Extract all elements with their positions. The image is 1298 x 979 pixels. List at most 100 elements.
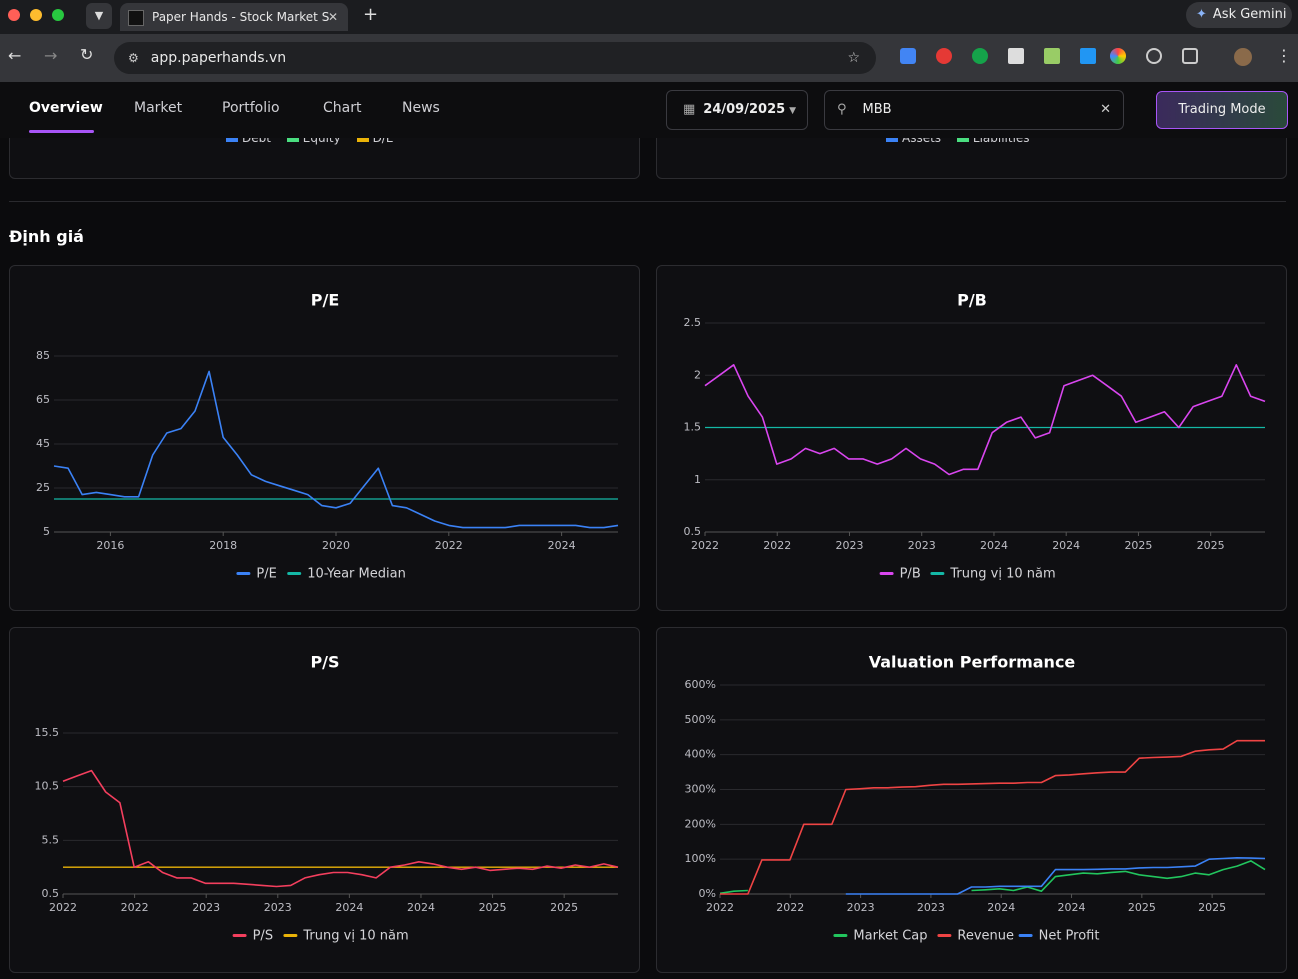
minimize-window[interactable] [30, 9, 42, 21]
reload-button[interactable]: ↻ [80, 45, 94, 64]
y-tick-label: 100% [685, 852, 716, 865]
x-tick-label: 2023 [917, 901, 945, 914]
legend-label: Trung vị 10 năm [302, 929, 408, 944]
legend-swatch [356, 134, 369, 142]
y-tick-label: 2.5 [684, 316, 702, 329]
x-tick-label: 2020 [322, 539, 350, 552]
zoom-window[interactable] [52, 9, 64, 21]
nav-tab[interactable]: Chart [323, 100, 362, 116]
ask-gemini[interactable]: ✦ Ask Gemini [1186, 2, 1292, 28]
x-tick-label: 2025 [550, 901, 578, 914]
legend-swatch [226, 134, 238, 142]
x-tick-label: 2025 [1124, 539, 1152, 552]
section-title: Định giá [9, 227, 84, 246]
x-tick-label: 2024 [1058, 901, 1086, 914]
x-tick-label: 2024 [407, 901, 435, 914]
address-bar[interactable]: ⚙ app.paperhands.vn ☆ [114, 42, 876, 74]
x-tick-label: 2022 [776, 901, 804, 914]
trading-mode-button[interactable]: Trading Mode [1156, 91, 1288, 129]
y-tick-label: 0.5 [42, 887, 60, 900]
date-picker[interactable]: ▦ 24/09/2025 ▼ [666, 90, 808, 130]
series-line [720, 739, 1265, 895]
nav-tab[interactable]: Market [134, 100, 183, 116]
x-tick-label: 2023 [847, 901, 875, 914]
y-tick-label: 0.5 [684, 525, 702, 538]
legend-swatch [232, 934, 247, 937]
legend-swatch [833, 934, 848, 937]
search-box[interactable]: ⚲ MBB ✕ [824, 90, 1124, 130]
series-line [704, 364, 1266, 476]
y-tick-label: 300% [685, 783, 716, 796]
y-tick-label: 65 [36, 393, 50, 406]
tab-title: Paper Hands - Stock Market S [152, 10, 330, 24]
x-tick-label: 2023 [264, 901, 292, 914]
legend-label: P/E [256, 567, 276, 582]
series-line [845, 857, 1266, 895]
search-text: MBB [862, 102, 892, 117]
y-tick-label: 5 [43, 525, 50, 538]
y-tick-label: 2 [694, 368, 701, 381]
close-tab[interactable]: ✕ [327, 10, 338, 24]
legend-label: 10-Year Median [307, 567, 406, 582]
new-tab[interactable]: + [363, 4, 379, 25]
x-tick-label: 2024 [548, 539, 576, 552]
forward-button[interactable]: → [44, 46, 58, 65]
x-tick-label: 2024 [980, 539, 1008, 552]
y-tick-label: 85 [36, 349, 50, 362]
x-tick-label: 2023 [835, 539, 863, 552]
legend-label: P/S [253, 929, 273, 944]
url: app.paperhands.vn [150, 50, 287, 66]
nav-tab[interactable]: Portfolio [222, 100, 280, 116]
chart-card: P/B 0.5 1 1.5 2 2.5 2022 2022 2023 2023 2024 2024 20… [656, 265, 1287, 611]
y-tick-label: 1.5 [684, 421, 702, 434]
favicon [128, 9, 144, 26]
x-tick-label: 2023 [192, 901, 220, 914]
legend-label: Net Profit [1039, 929, 1100, 944]
x-tick-label: 2024 [1052, 539, 1080, 552]
x-tick-label: 2022 [763, 539, 791, 552]
y-tick-label: 45 [36, 437, 50, 450]
chart-card: P/E 5 25 45 65 85 2016 2018 2020 2022 2024 P/E 10-Ye… [9, 265, 640, 611]
date-text: 24/09/2025 [703, 102, 786, 117]
x-tick-label: 2024 [335, 901, 363, 914]
x-tick-label: 2025 [1197, 539, 1225, 552]
tab-strip: ▼ Paper Hands - Stock Market S ✕ + ✦ Ask G… [0, 0, 1298, 34]
legend-swatch [283, 934, 298, 937]
legend-swatch [937, 934, 952, 937]
y-tick-label: 400% [685, 748, 716, 761]
nav-tab[interactable]: News [402, 100, 440, 116]
y-tick-label: 500% [685, 713, 716, 726]
chart-title: P/E [311, 291, 340, 310]
legend-swatch [1018, 934, 1033, 937]
series-line [719, 860, 1266, 895]
active-tab-indicator [29, 130, 94, 133]
chart-title: P/S [310, 653, 339, 672]
x-tick-label: 2022 [121, 901, 149, 914]
legend-label: Trung vị 10 năm [949, 567, 1055, 582]
close-window[interactable] [8, 9, 20, 21]
y-tick-label: 10.5 [35, 780, 60, 793]
y-tick-label: 600% [685, 678, 716, 691]
divider [9, 201, 1286, 202]
x-tick-label: 2018 [209, 539, 237, 552]
menu-button[interactable]: ⋮ [1276, 46, 1292, 65]
legend-swatch [236, 572, 251, 575]
nav-tab[interactable]: Overview [29, 100, 103, 116]
y-tick-label: 1 [694, 473, 701, 486]
clear-search[interactable]: ✕ [1100, 102, 1111, 117]
x-tick-label: 2022 [435, 539, 463, 552]
y-tick-label: 200% [685, 817, 716, 830]
browser-tab[interactable]: Paper Hands - Stock Market S ✕ [120, 3, 348, 31]
x-tick-label: 2023 [908, 539, 936, 552]
legend-swatch [287, 572, 302, 575]
gemini-label: Ask Gemini [1212, 7, 1287, 22]
y-tick-label: 15.5 [35, 726, 60, 739]
legend-swatch [930, 572, 945, 575]
x-tick-label: 2025 [1198, 901, 1226, 914]
tab-search[interactable]: ▼ [86, 3, 112, 29]
x-tick-label: 2025 [1128, 901, 1156, 914]
legend-swatch [286, 134, 299, 142]
back-button[interactable]: ← [8, 46, 22, 65]
